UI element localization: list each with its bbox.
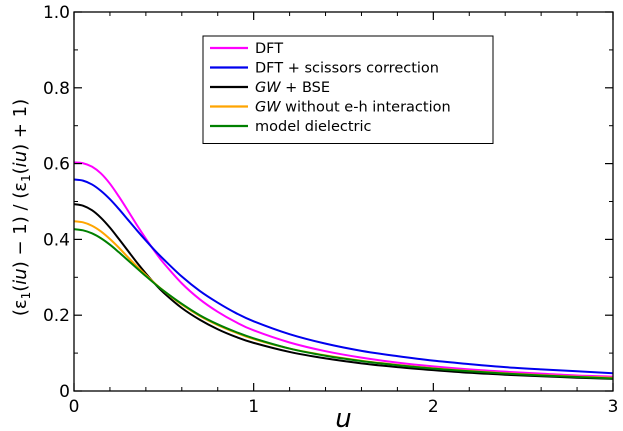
y-tick-label: 0.6	[43, 155, 70, 175]
x-tick-label: 3	[608, 397, 619, 417]
legend-label-italic: GW	[255, 80, 281, 96]
x-axis-title: u	[335, 404, 351, 431]
legend-label-1: DFT	[255, 41, 283, 57]
series-line-1	[73, 161, 614, 378]
y-tick-label: 0.2	[43, 306, 70, 326]
y-axis-title: (ε1(iu) − 1) / (ε1(iu) + 1)	[10, 99, 33, 316]
y-axis-title-part: (ε	[10, 299, 31, 316]
y-axis-title-text: (ε1(iu) − 1) / (ε1(iu) + 1)	[10, 99, 33, 316]
y-axis-title-part: 1	[19, 292, 33, 300]
y-axis-title-part: iu	[10, 151, 31, 167]
y-axis-title-part: ) + 1)	[10, 99, 31, 151]
legend-box	[202, 35, 494, 144]
x-tick-label: 1	[248, 397, 259, 417]
y-axis-title-part: iu	[10, 268, 31, 284]
y-tick-label: 0.8	[43, 79, 70, 99]
series-line-3	[73, 203, 614, 380]
legend-label-italic: GW	[255, 100, 281, 116]
y-tick-label: 0.4	[43, 230, 70, 250]
legend-label-rest: + BSE	[281, 80, 330, 96]
ticks-layer: 0 1 2 3 0 0.2 0.4 0.6 0.8 1.0	[43, 3, 618, 417]
y-axis-title-part: ) − 1) / (ε	[10, 182, 31, 268]
y-axis-title-part: (	[10, 285, 31, 292]
y-tick-label: 1.0	[43, 3, 70, 23]
x-tick-label: 0	[69, 397, 80, 417]
legend-label-2: DFT + scissors correction	[255, 61, 439, 77]
legend-label-5: model dielectric	[255, 119, 372, 135]
series-line-5	[73, 228, 614, 380]
legend-label-4: GW without e-h interaction	[255, 100, 451, 116]
y-tick-label: 0	[59, 382, 70, 402]
series-line-2	[73, 178, 614, 375]
legend-label-rest: without e-h interaction	[281, 100, 451, 116]
y-axis-title-part: 1	[19, 174, 33, 182]
x-tick-label: 2	[428, 397, 439, 417]
legend-label-3: GW + BSE	[255, 80, 330, 96]
series-layer	[73, 161, 614, 380]
y-axis-title-part: (	[10, 167, 31, 174]
